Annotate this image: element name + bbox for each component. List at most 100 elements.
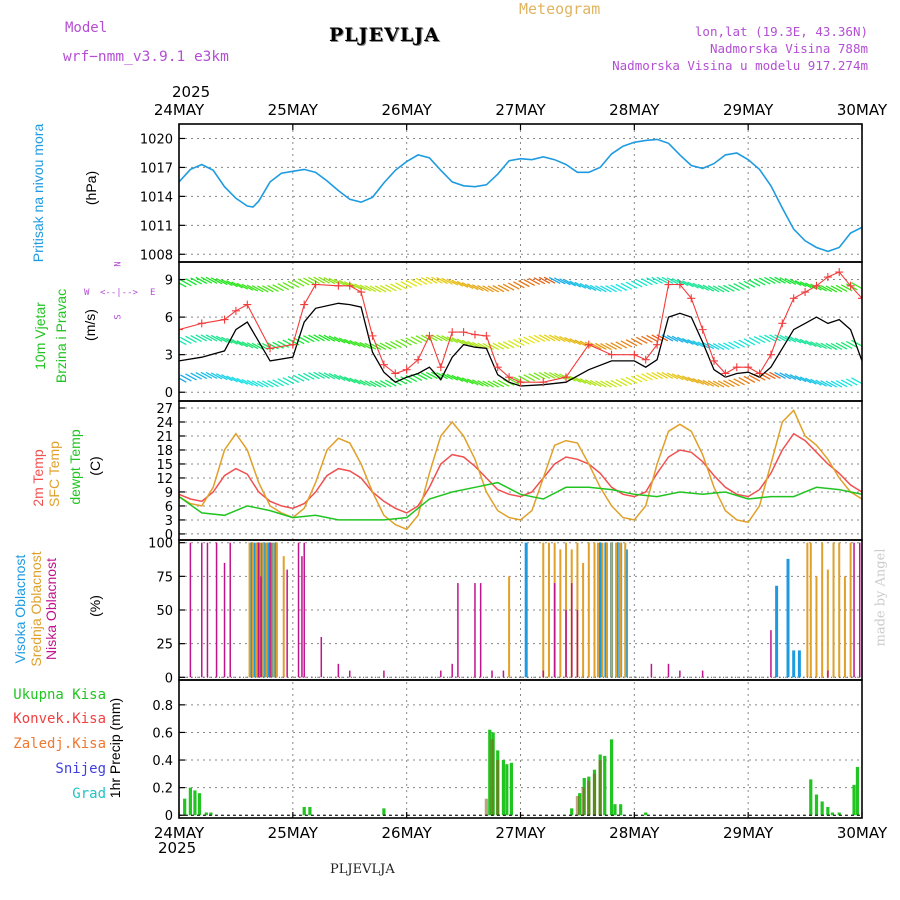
wind-barb bbox=[738, 281, 751, 290]
wind-barb bbox=[687, 376, 699, 384]
wind-barb bbox=[487, 380, 500, 388]
wind-barb bbox=[461, 339, 474, 347]
date-label-top: 27MAY bbox=[495, 101, 546, 119]
wind-barb bbox=[487, 285, 500, 293]
wind-barb bbox=[231, 338, 243, 347]
wind-barb bbox=[390, 283, 402, 291]
wind-barb bbox=[410, 278, 423, 286]
wind-barb bbox=[748, 279, 761, 287]
temperature-panel bbox=[179, 408, 862, 531]
wind-barb bbox=[359, 341, 371, 350]
precip-legend-conv: Konvek.Kisa bbox=[13, 711, 106, 727]
wind-barb bbox=[436, 334, 448, 342]
wind-barb bbox=[815, 341, 827, 350]
high-cloud-bar bbox=[604, 542, 608, 678]
wind-barb bbox=[523, 374, 535, 382]
mid-cloud-bar bbox=[542, 542, 545, 678]
temp-ytick-label: 21 bbox=[156, 430, 173, 445]
wind-barb bbox=[267, 284, 279, 292]
wind-barb bbox=[292, 279, 305, 287]
wind-barb bbox=[395, 282, 407, 290]
date-label-bottom: 29MAY bbox=[723, 824, 774, 842]
wind-gust-marker bbox=[789, 294, 798, 303]
low-cloud-bar bbox=[474, 583, 476, 678]
wind-barb bbox=[451, 279, 464, 287]
low-cloud-bar bbox=[229, 542, 231, 678]
date-label-bottom: 25MAY bbox=[268, 824, 319, 842]
precip-ytick-label: 0.4 bbox=[152, 754, 173, 769]
wind-gust-marker bbox=[732, 363, 741, 372]
wind-gust-marker bbox=[755, 369, 764, 378]
compass-arrows: <--|--> bbox=[100, 288, 138, 298]
wind-gust-marker bbox=[300, 300, 309, 309]
wind-barb bbox=[779, 277, 792, 285]
low-cloud-bar bbox=[667, 663, 670, 678]
low-cloud-bar bbox=[491, 670, 493, 678]
wind-barb bbox=[543, 276, 556, 284]
wind-barb bbox=[451, 337, 464, 345]
precip-total-bar bbox=[644, 812, 648, 816]
wind-barb bbox=[600, 380, 612, 388]
wind-barb bbox=[195, 276, 208, 284]
wind-barb bbox=[712, 285, 725, 293]
wind-barb bbox=[774, 276, 786, 284]
mid-cloud-bar bbox=[593, 542, 596, 678]
mid-cloud-bar bbox=[843, 576, 846, 678]
precip-ytick-label: 0.2 bbox=[152, 782, 173, 797]
wind-barb bbox=[492, 285, 505, 293]
wind-barb bbox=[538, 371, 551, 380]
low-cloud-bar bbox=[502, 670, 505, 678]
wind-barb bbox=[723, 342, 735, 350]
pressure-ytick-label: 1020 bbox=[140, 132, 173, 147]
wind-gust-marker bbox=[470, 330, 479, 339]
mid-cloud-bar bbox=[282, 556, 285, 678]
mid-cloud-bar bbox=[815, 576, 818, 678]
wind-barb bbox=[605, 285, 617, 293]
precip-conv-bar bbox=[490, 739, 494, 816]
wind-barb bbox=[559, 335, 571, 343]
wind-barb bbox=[410, 336, 423, 344]
wind-barb bbox=[221, 278, 233, 287]
wind-barb bbox=[600, 285, 612, 293]
wind-barb bbox=[461, 377, 474, 385]
wind-barb bbox=[579, 378, 592, 386]
wind-barb bbox=[523, 278, 535, 287]
precip-panel bbox=[179, 729, 862, 816]
wind-barb bbox=[559, 278, 571, 286]
wind-barb bbox=[779, 372, 792, 380]
precip-total-bar bbox=[188, 787, 192, 816]
high-cloud-bar bbox=[252, 542, 256, 678]
low-cloud-bar bbox=[257, 542, 260, 678]
low-cloud-bar bbox=[479, 583, 482, 678]
wind-gust-marker bbox=[311, 280, 320, 289]
wind-barb bbox=[528, 335, 541, 343]
mid-cloud-bar bbox=[275, 542, 278, 678]
low-cloud-bar bbox=[286, 569, 288, 678]
wind-barb bbox=[441, 277, 453, 285]
wind-gust-marker bbox=[630, 350, 639, 359]
wind-barb bbox=[369, 380, 382, 388]
high-cloud-bar bbox=[598, 542, 602, 678]
wind-gust-marker bbox=[721, 369, 730, 378]
wind-barb bbox=[461, 282, 474, 290]
wind-barb bbox=[236, 340, 249, 348]
wind-barb bbox=[226, 280, 238, 288]
wind-barb bbox=[210, 277, 223, 285]
wind-barb bbox=[651, 371, 663, 380]
wind-barb bbox=[728, 284, 740, 292]
wind-barb bbox=[287, 375, 300, 384]
precip-total-bar bbox=[488, 729, 492, 816]
wind-barb bbox=[349, 282, 361, 290]
date-label-bottom: 27MAY bbox=[495, 824, 546, 842]
pressure-panel bbox=[179, 138, 862, 253]
precip-total-bar bbox=[204, 812, 208, 816]
mid-cloud-bar bbox=[832, 542, 835, 678]
low-cloud-bar bbox=[215, 542, 218, 678]
mid-cloud-bar bbox=[615, 542, 618, 678]
wind-barb bbox=[595, 285, 607, 293]
low-cloud-bar bbox=[269, 542, 271, 678]
wind-barb bbox=[564, 336, 576, 345]
wind-gust-marker bbox=[334, 281, 343, 290]
wind-barb bbox=[697, 283, 710, 291]
